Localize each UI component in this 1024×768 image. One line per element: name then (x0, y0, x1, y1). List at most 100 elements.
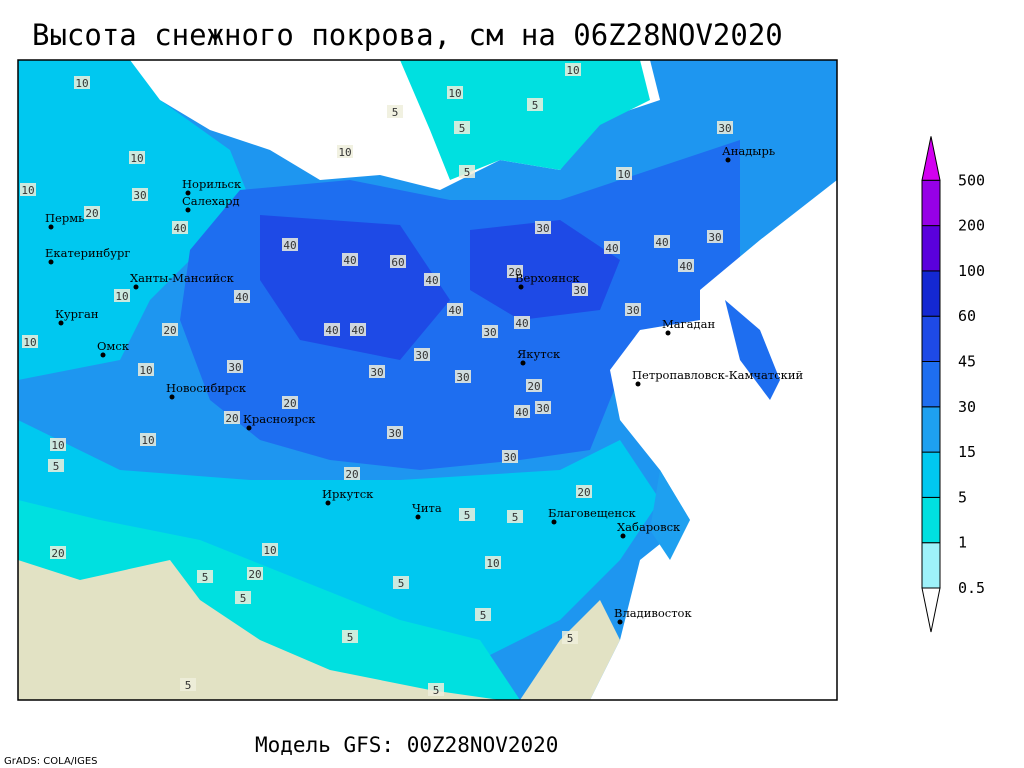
contour-label: 5 (532, 99, 539, 112)
contour-label: 30 (388, 427, 401, 440)
city-dot (133, 284, 139, 290)
legend-swatch (921, 406, 941, 453)
contour-label: 5 (398, 577, 405, 590)
contour-label-box (20, 183, 36, 196)
city-dot (725, 157, 731, 163)
contour-label-box (562, 631, 578, 644)
contour-label: 5 (202, 571, 209, 584)
contour-label: 40 (515, 317, 528, 330)
city-dot (48, 259, 54, 265)
legend-label: 30 (958, 398, 976, 416)
contour-label: 30 (503, 451, 516, 464)
city-dot (48, 224, 54, 230)
legend-swatch (921, 361, 941, 408)
legend-label: 15 (958, 443, 976, 461)
contour-label-box (572, 283, 588, 296)
contour-label: 10 (21, 184, 34, 197)
contour-label: 10 (448, 87, 461, 100)
contour-label-box (197, 570, 213, 583)
contour-label-box (502, 450, 518, 463)
kamchatka (725, 300, 780, 400)
contour-label: 20 (283, 397, 296, 410)
contour-label: 5 (392, 106, 399, 119)
contour-label: 5 (480, 609, 487, 622)
city-label: Верхоянск (515, 271, 580, 285)
contour-label-box (604, 241, 620, 254)
contour-label-box (129, 151, 145, 164)
city-label: Курган (55, 307, 99, 321)
contour-label: 30 (573, 284, 586, 297)
contour-label-box (454, 121, 470, 134)
contour-label-box (282, 396, 298, 409)
contour-label-box (247, 567, 263, 580)
legend-swatch (921, 270, 941, 317)
contour-label-box (455, 370, 471, 383)
contour-label: 40 (605, 242, 618, 255)
city-dot (325, 500, 331, 506)
contour-label: 30 (536, 402, 549, 415)
city-label: Хабаровск (617, 520, 681, 534)
bare-ground (18, 560, 500, 700)
map-frame (17, 59, 838, 701)
contour-label: 40 (235, 291, 248, 304)
model-caption: Модель GFS: 00Z28NOV2020 (255, 733, 558, 757)
legend-label: 0.5 (958, 579, 985, 597)
contour-label-box (224, 411, 240, 424)
contour-label-box (234, 290, 250, 303)
snow-zone (18, 60, 250, 380)
pacific-ocean (590, 180, 837, 700)
contour-label-box (180, 678, 196, 691)
contour-label-box (447, 86, 463, 99)
city-dot (551, 519, 557, 525)
contour-label: 20 (248, 568, 261, 581)
legend-label: 45 (958, 353, 976, 371)
contour-label: 20 (577, 486, 590, 499)
legend-swatch (921, 451, 941, 498)
legend-swatch (921, 542, 941, 589)
contour-label-box (324, 323, 340, 336)
city-label: Иркутск (322, 487, 374, 501)
city-dot (185, 190, 191, 196)
contour-label: 40 (655, 236, 668, 249)
city-label: Ханты-Мансийск (130, 271, 235, 285)
contour-label: 40 (173, 222, 186, 235)
contour-label-box (625, 303, 641, 316)
map (17, 59, 838, 701)
contour-label: 40 (448, 304, 461, 317)
contour-label-box (140, 433, 156, 446)
contour-label-box (428, 683, 444, 696)
contour-label: 40 (343, 254, 356, 267)
city-label: Владивосток (614, 606, 692, 620)
contour-label-box (350, 323, 366, 336)
contour-label-box (48, 459, 64, 472)
legend-label: 200 (958, 217, 985, 235)
city-label: Петропавловск-Камчатский (632, 368, 804, 382)
contour-label: 30 (456, 371, 469, 384)
contour-label-box (424, 273, 440, 286)
contour-label: 10 (263, 544, 276, 557)
contour-label: 10 (141, 434, 154, 447)
contour-label-box (235, 591, 251, 604)
city-dot (100, 352, 106, 358)
contour-label: 20 (527, 380, 540, 393)
contour-label-box (393, 576, 409, 589)
contour-label-box (387, 426, 403, 439)
city-dot (635, 381, 641, 387)
contour-label: 30 (536, 222, 549, 235)
contour-label-box (526, 379, 542, 392)
legend-label: 5 (958, 488, 967, 506)
city-label: Анадырь (722, 144, 775, 158)
contour-label: 5 (567, 632, 574, 645)
city-label: Пермь (45, 211, 84, 225)
contour-label: 20 (225, 412, 238, 425)
city-label: Салехард (182, 194, 240, 208)
contour-label-box (482, 325, 498, 338)
contour-label: 30 (133, 189, 146, 202)
contour-label-box (74, 76, 90, 89)
contour-label-box (390, 255, 406, 268)
contour-label-box (447, 303, 463, 316)
snow-zone (260, 215, 450, 360)
